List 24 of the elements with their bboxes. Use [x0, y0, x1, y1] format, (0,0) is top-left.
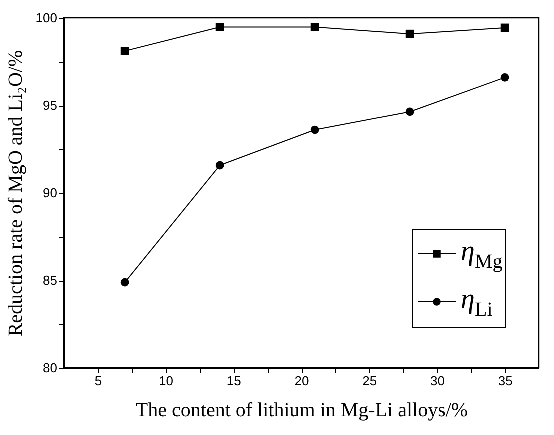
point	[310, 126, 320, 134]
x-axis-title: The content of lithium in Mg-Li alloys/%	[136, 400, 468, 422]
point	[216, 23, 224, 32]
point	[120, 278, 130, 287]
y-tick-label: 95	[43, 98, 58, 113]
y-tick-label: 85	[43, 273, 58, 288]
y-axis-title: Reduction rate of MgO and Li₂O/%	[4, 50, 27, 337]
point	[500, 74, 510, 82]
point	[120, 47, 130, 56]
point	[310, 23, 320, 32]
point	[406, 108, 414, 116]
x-tick-label: 15	[226, 374, 242, 388]
point	[216, 161, 224, 170]
x-tick-label: 25	[362, 374, 378, 388]
x-tick-label: 20	[294, 374, 310, 388]
x-tick-label: 35	[498, 374, 513, 388]
y-tick-label: 90	[43, 186, 58, 200]
x-tick-label: 30	[430, 374, 445, 388]
point	[406, 30, 414, 38]
y-tick-label: 100	[36, 10, 58, 26]
x-tick-label: 10	[159, 374, 174, 388]
point	[500, 24, 510, 32]
y-tick-label: 80	[43, 360, 58, 376]
x-tick-label: 5	[94, 374, 102, 388]
